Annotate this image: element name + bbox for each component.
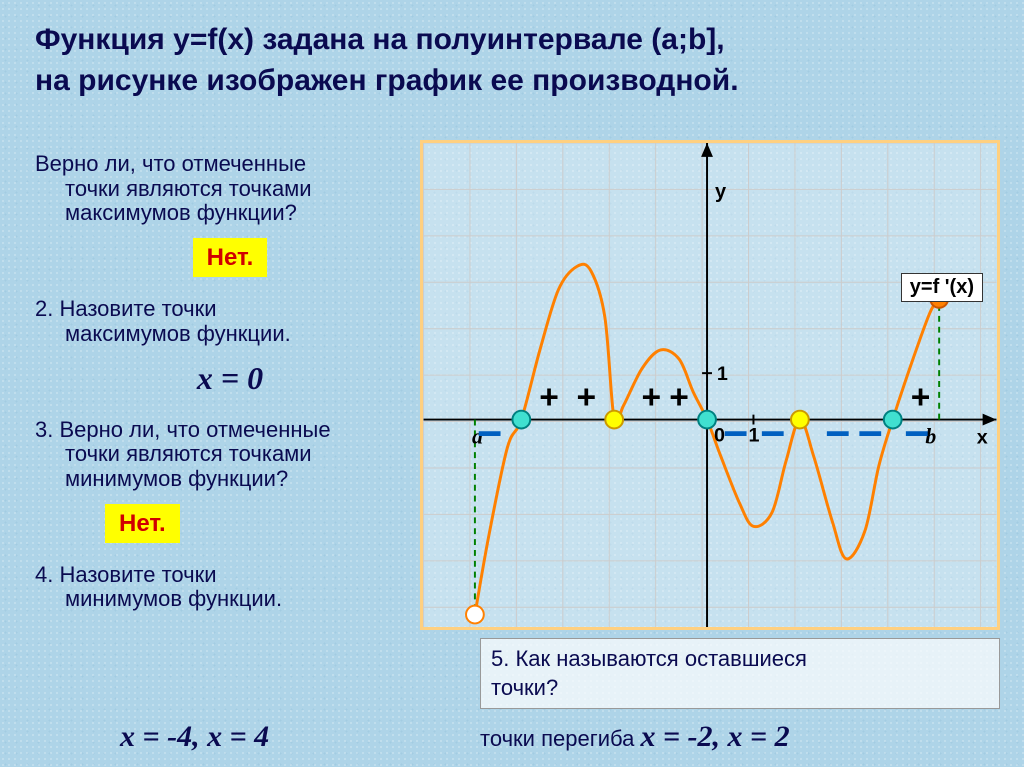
- svg-text:−: −: [477, 410, 502, 458]
- svg-text:x: x: [977, 426, 988, 448]
- svg-text:−: −: [858, 410, 883, 458]
- q5: 5. Как называются оставшиеся точки?: [480, 638, 1000, 709]
- svg-text:1: 1: [717, 363, 728, 385]
- questions-column: Верно ли, что отмеченные точки являются …: [35, 150, 425, 624]
- svg-text:−: −: [723, 410, 748, 458]
- q1: Верно ли, что отмеченные точки являются …: [35, 150, 425, 228]
- svg-text:+: +: [576, 379, 596, 416]
- svg-text:−: −: [904, 410, 929, 458]
- answer-1: Нет.: [193, 238, 268, 277]
- q3: 3. Верно ли, что отмеченные точки являют…: [35, 416, 425, 494]
- svg-text:+: +: [669, 379, 689, 416]
- q4: 4. Назовите точки минимумов функции.: [35, 561, 425, 614]
- q2: 2. Назовите точки максимумов функции.: [35, 295, 425, 348]
- answer-2: x = 0: [35, 358, 425, 400]
- page-title: Функция y=f(x) задана на полуинтервале (…: [35, 20, 989, 101]
- answer-4: x = -4, x = 4: [120, 720, 269, 754]
- svg-text:1: 1: [749, 424, 760, 446]
- svg-text:+: +: [641, 379, 661, 416]
- answer-5: точки перегиба x = -2, x = 2: [480, 720, 1020, 754]
- svg-text:−: −: [760, 410, 785, 458]
- derivative-chart: 011abx+++++−−−−−− y=f '(x) y: [420, 140, 1000, 630]
- chart-svg: 011abx+++++−−−−−−: [423, 143, 997, 627]
- y-axis-label: y: [715, 181, 726, 204]
- svg-text:−: −: [825, 410, 850, 458]
- svg-text:+: +: [539, 379, 559, 416]
- answer-3: Нет.: [105, 504, 180, 543]
- chart-legend: y=f '(x): [901, 273, 983, 302]
